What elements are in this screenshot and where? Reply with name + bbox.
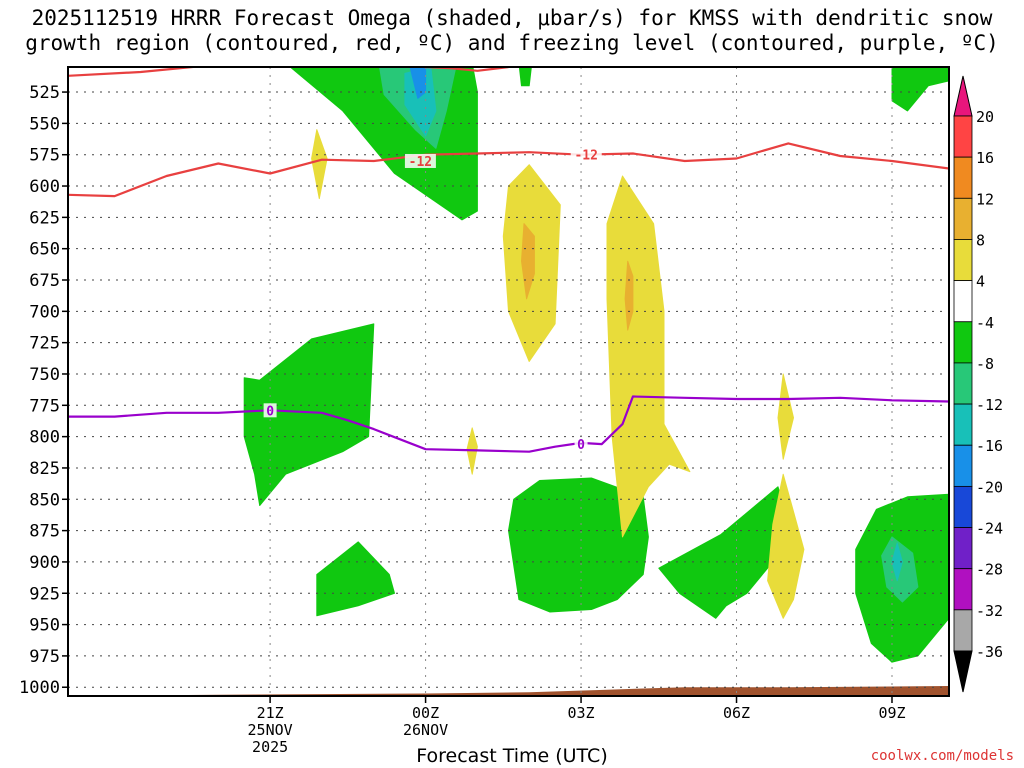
omega-region-17 — [624, 260, 634, 331]
colorbar-segment-1 — [953, 156, 973, 199]
colorbar-label-2: 12 — [976, 190, 994, 208]
y-tick-label-575: 575 — [29, 146, 60, 166]
colorbar-segment-10 — [953, 527, 973, 570]
y-tick-label-800: 800 — [29, 428, 60, 448]
omega-region-16 — [606, 175, 691, 538]
y-tick-label-950: 950 — [29, 616, 60, 636]
freezing-level-line — [68, 395, 949, 453]
y-tick-label-975: 975 — [29, 647, 60, 667]
terrain-fill — [68, 686, 949, 696]
x-tick-sublabel2-0: 2025 — [252, 738, 288, 756]
omega-region-7 — [658, 486, 789, 619]
colorbar-bottom-arrow — [953, 650, 973, 693]
omega-region-4 — [243, 323, 375, 506]
y-tick-label-825: 825 — [29, 459, 60, 479]
plot-frame — [67, 66, 950, 697]
contour-label-bg-0 — [404, 153, 436, 168]
x-tick-sublabel-0: 25NOV — [248, 721, 293, 739]
contour-label-2: 0 — [266, 404, 274, 419]
y-tick-label-750: 750 — [29, 365, 60, 385]
contour-label-1: -12 — [574, 149, 597, 164]
colorbar-segment-6 — [953, 362, 973, 405]
x-tick-label-2: 03Z — [568, 704, 595, 722]
colorbar-segment-8 — [953, 444, 973, 487]
title-line-2: growth region (contoured, red, ºC) and f… — [25, 31, 999, 55]
contour-label-3: 0 — [577, 438, 585, 453]
y-tick-label-725: 725 — [29, 334, 60, 354]
credit-text: coolwx.com/models — [870, 748, 1014, 764]
colorbar-segment-2 — [953, 197, 973, 240]
y-tick-label-900: 900 — [29, 553, 60, 573]
colorbar-segment-12 — [953, 609, 973, 652]
omega-region-11 — [891, 67, 949, 112]
contour-label-bg-1 — [570, 147, 602, 162]
colorbar-segment-7 — [953, 403, 973, 446]
contour-label-0: -12 — [409, 155, 432, 170]
y-tick-label-925: 925 — [29, 584, 60, 604]
colorbar-label-1: 16 — [976, 149, 994, 167]
omega-region-20 — [767, 473, 805, 619]
x-tick-label-1: 00Z — [412, 704, 439, 722]
x-axis: 21Z25NOV202500Z26NOV03Z06Z09Z12Z — [248, 696, 906, 756]
contour-labels: -12 -12 0 0 — [263, 147, 602, 453]
y-tick-label-525: 525 — [29, 83, 60, 103]
colorbar-label-6: -8 — [976, 355, 994, 373]
omega-shading — [68, 67, 949, 696]
colorbar-label-8: -16 — [976, 437, 1003, 455]
grid — [68, 67, 949, 696]
y-tick-label-775: 775 — [29, 396, 60, 416]
omega-region-13 — [311, 129, 328, 200]
colorbar-label-9: -20 — [976, 478, 1003, 496]
y-tick-label-700: 700 — [29, 302, 60, 322]
colorbar-label-13: -36 — [976, 643, 1003, 661]
omega-region-5 — [316, 541, 395, 617]
colorbar-label-4: 4 — [976, 273, 985, 291]
colorbar-top-arrow — [953, 75, 973, 117]
x-tick-label-3: 06Z — [723, 704, 750, 722]
colorbar-segment-5 — [953, 321, 973, 364]
y-tick-label-625: 625 — [29, 208, 60, 228]
y-tick-label-1000: 1000 — [19, 678, 60, 698]
y-tick-label-550: 550 — [29, 114, 60, 134]
colorbar-segment-11 — [953, 568, 973, 611]
y-tick-label-650: 650 — [29, 240, 60, 260]
x-tick-sublabel-1: 26NOV — [403, 721, 448, 739]
colorbar-label-10: -24 — [976, 520, 1003, 538]
x-tick-label-4: 09Z — [878, 704, 905, 722]
omega-region-19 — [777, 373, 794, 460]
y-tick-label-675: 675 — [29, 271, 60, 291]
colorbar-label-0: 20 — [976, 108, 994, 126]
dgz-contour-line — [68, 142, 949, 198]
colorbar-segment-4 — [953, 280, 973, 323]
y-tick-label-850: 850 — [29, 490, 60, 510]
y-tick-label-875: 875 — [29, 522, 60, 542]
y-axis: 525 550 575 600 625 650 675 700 725 750 775 800 825 8… — [19, 83, 68, 698]
y-tick-label-600: 600 — [29, 177, 60, 197]
colorbar-label-3: 8 — [976, 231, 985, 249]
colorbar-label-11: -28 — [976, 561, 1003, 579]
omega-region-12 — [518, 67, 532, 87]
chart-title: 2025112519 HRRR Forecast Omega (shaded, … — [0, 6, 1024, 56]
colorbar-segment-0 — [953, 115, 973, 158]
x-tick-label-0: 21Z — [257, 704, 284, 722]
omega-region-10 — [891, 542, 903, 582]
x-axis-title: Forecast Time (UTC) — [416, 745, 608, 767]
title-line-1: 2025112519 HRRR Forecast Omega (shaded, … — [31, 6, 993, 30]
colorbar-label-5: -4 — [976, 314, 994, 332]
contour-label-bg-3 — [574, 437, 588, 452]
colorbar-label-7: -12 — [976, 396, 1003, 414]
colorbar-label-12: -32 — [976, 602, 1003, 620]
colorbar: 20 16 12 8 4 -4 -8 -12 -16 -20 -24 -28 -32 -36 — [953, 75, 1003, 693]
contour-label-bg-2 — [263, 403, 277, 418]
colorbar-segment-9 — [953, 485, 973, 528]
colorbar-segment-3 — [953, 239, 973, 282]
